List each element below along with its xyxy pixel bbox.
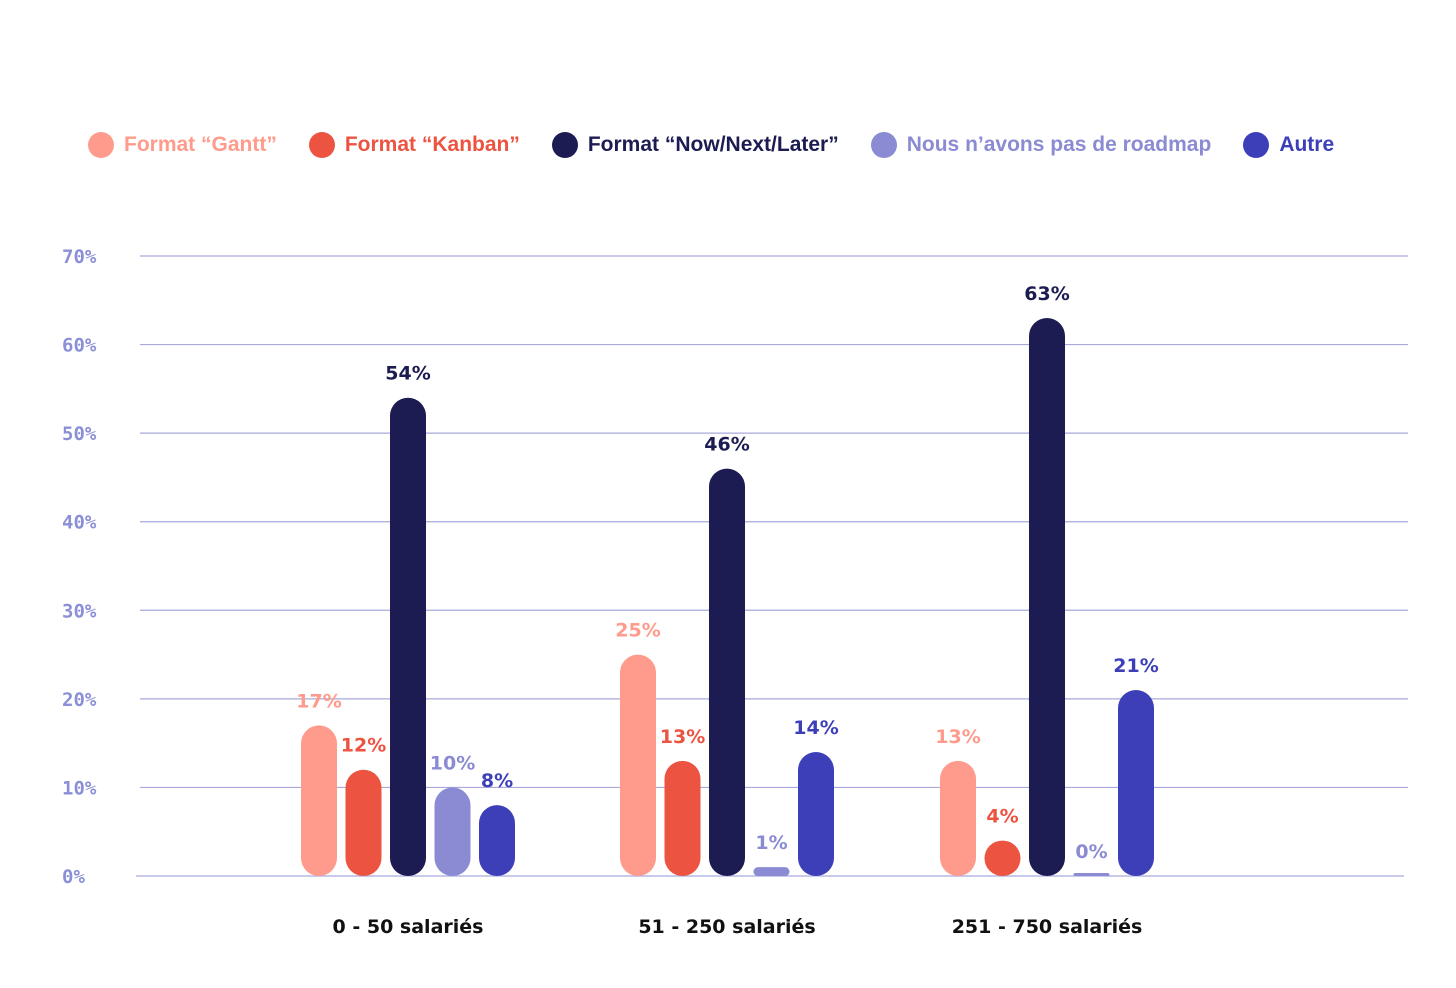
bar-3-4 (1073, 873, 1110, 876)
legend-swatch (870, 132, 897, 158)
data-label: 13% (660, 726, 705, 748)
data-label: 17% (296, 690, 341, 712)
data-labels: 17% 12% 54% 10% 8% 25% 13% 46% 1% 14% 13% 4% 63% 0% 21… (296, 283, 1158, 863)
bar-2-5 (798, 752, 834, 876)
legend-label: Nous n’avons pas de roadmap (906, 133, 1212, 156)
x-axis-ticks: 0 - 50 salariés 51 - 250 salariés 251 - 75… (333, 916, 1143, 938)
legend-item-4: Nous n’avons pas de roadmap (870, 132, 1212, 158)
bar-3-1 (940, 760, 976, 876)
data-label: 10% (430, 752, 475, 774)
y-tick-label: 70% (62, 246, 97, 268)
y-tick-label: 60% (62, 335, 97, 357)
data-label: 54% (385, 363, 430, 385)
legend-item-5: Autre (1243, 132, 1334, 158)
bar-2-4 (753, 867, 790, 876)
data-label: 14% (793, 717, 838, 739)
legend-label: Format “Now/Next/Later” (587, 133, 839, 156)
legend-item-3: Format “Now/Next/Later” (551, 132, 839, 158)
x-tick-label: 0 - 50 salariés (333, 916, 484, 938)
y-tick-label: 0% (62, 866, 85, 888)
legend-item-1: Format “Gantt” (88, 132, 277, 158)
legend-item-2: Format “Kanban” (308, 132, 520, 158)
data-label: 46% (704, 434, 749, 456)
legend-swatch (88, 132, 114, 158)
y-tick-label: 20% (62, 689, 97, 711)
bar-3-3 (1029, 318, 1065, 876)
y-tick-label: 10% (62, 777, 97, 799)
data-label: 8% (481, 770, 513, 792)
legend-swatch (1243, 132, 1270, 158)
bar-3-2 (984, 840, 1021, 876)
bar-1-5 (479, 805, 515, 876)
legend-label: Format “Gantt” (124, 133, 277, 156)
data-label: 12% (341, 735, 386, 757)
x-tick-label: 251 - 750 salariés (952, 916, 1143, 938)
legend: Format “Gantt” Format “Kanban” Format “Now… (88, 132, 1388, 158)
data-label: 63% (1024, 283, 1069, 305)
bars (301, 318, 1154, 876)
y-tick-label: 40% (62, 512, 97, 534)
data-label: 13% (935, 726, 980, 748)
legend-label: Format “Kanban” (344, 133, 520, 156)
y-tick-label: 50% (62, 423, 97, 445)
data-label: 1% (755, 832, 787, 854)
y-tick-label: 30% (62, 600, 97, 622)
y-axis-ticks: 0% 10% 20% 30% 40% 50% 60% 70% (62, 246, 97, 888)
bar-3-5 (1118, 690, 1154, 876)
bar-1-3 (390, 397, 426, 876)
legend-swatch (308, 132, 335, 158)
data-label: 0% (1075, 841, 1107, 863)
legend-label: Autre (1279, 133, 1335, 156)
bar-2-3 (709, 468, 745, 876)
data-label: 21% (1113, 655, 1158, 677)
bar-1-1 (301, 725, 337, 876)
legend-swatch (551, 132, 578, 158)
x-tick-label: 51 - 250 salariés (638, 916, 815, 938)
bar-1-4 (434, 787, 471, 876)
bar-2-2 (664, 760, 701, 876)
bar-1-2 (345, 769, 382, 876)
data-label: 25% (615, 620, 660, 642)
data-label: 4% (986, 806, 1018, 828)
bar-2-1 (620, 654, 656, 876)
